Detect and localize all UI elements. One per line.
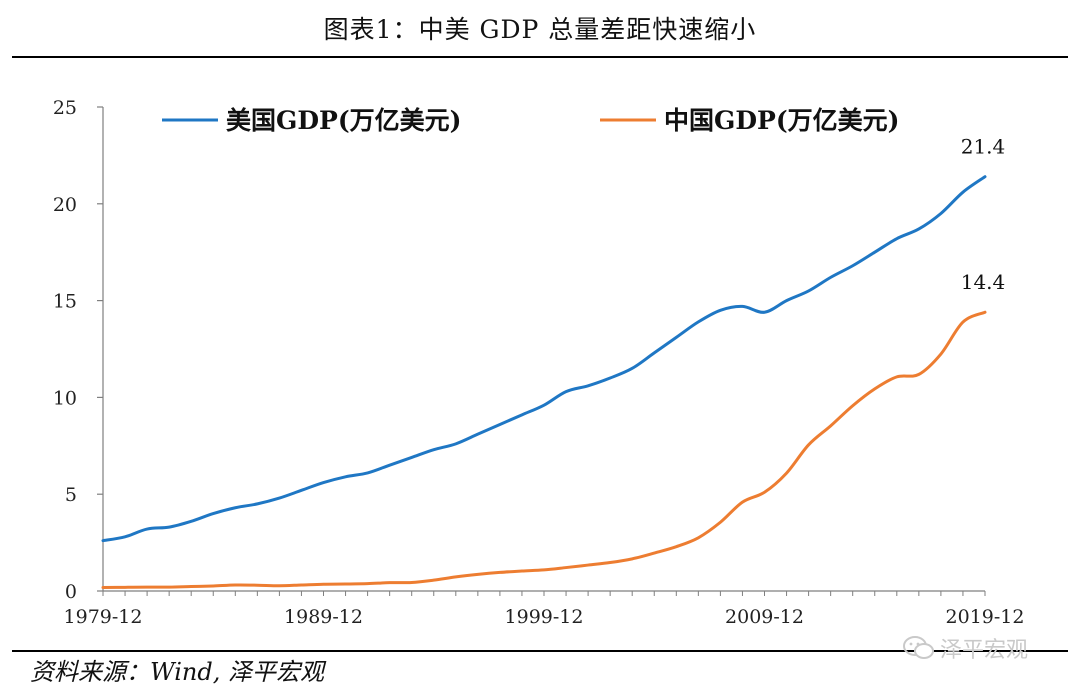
axes: 0 5 10 15 20 25 1979-12 1989-12 1999-12 2009-12 20… <box>53 97 1025 628</box>
y-tick-label: 15 <box>53 291 77 313</box>
series-line-1 <box>101 310 987 590</box>
legend-label-0: 美国GDP(万亿美元) <box>226 106 462 135</box>
x-tick-label: 1999-12 <box>505 606 584 628</box>
bottom-rule <box>12 650 1068 652</box>
watermark: 泽平宏观 <box>902 632 1028 664</box>
data-label-0: 21.4 <box>961 135 1006 159</box>
data-label-1: 14.4 <box>961 270 1006 294</box>
x-tick-label: 2009-12 <box>725 606 804 628</box>
top-rule <box>12 56 1068 58</box>
end-labels: 21.4 14.4 <box>961 135 1006 295</box>
chart-title: 图表1：中美 GDP 总量差距快速缩小 <box>323 15 757 44</box>
legend-label-1: 中国GDP(万亿美元) <box>664 106 900 135</box>
y-tick-label: 10 <box>53 387 77 409</box>
series-line-0 <box>101 175 987 543</box>
legend: 美国GDP(万亿美元) 中国GDP(万亿美元) <box>162 106 900 135</box>
y-tick-label: 0 <box>65 581 77 603</box>
y-tick-label: 25 <box>53 97 77 119</box>
source-note: 资料来源：Wind, 泽平宏观 <box>30 658 324 686</box>
y-tick-label: 20 <box>53 194 77 216</box>
x-tick-label: 1989-12 <box>284 606 363 628</box>
series-layer <box>101 175 987 590</box>
x-tick-label: 2019-12 <box>946 606 1025 628</box>
wechat-icon <box>903 636 934 659</box>
watermark-text: 泽平宏观 <box>940 638 1029 663</box>
x-tick-label: 1979-12 <box>64 606 143 628</box>
y-tick-label: 5 <box>65 484 77 506</box>
